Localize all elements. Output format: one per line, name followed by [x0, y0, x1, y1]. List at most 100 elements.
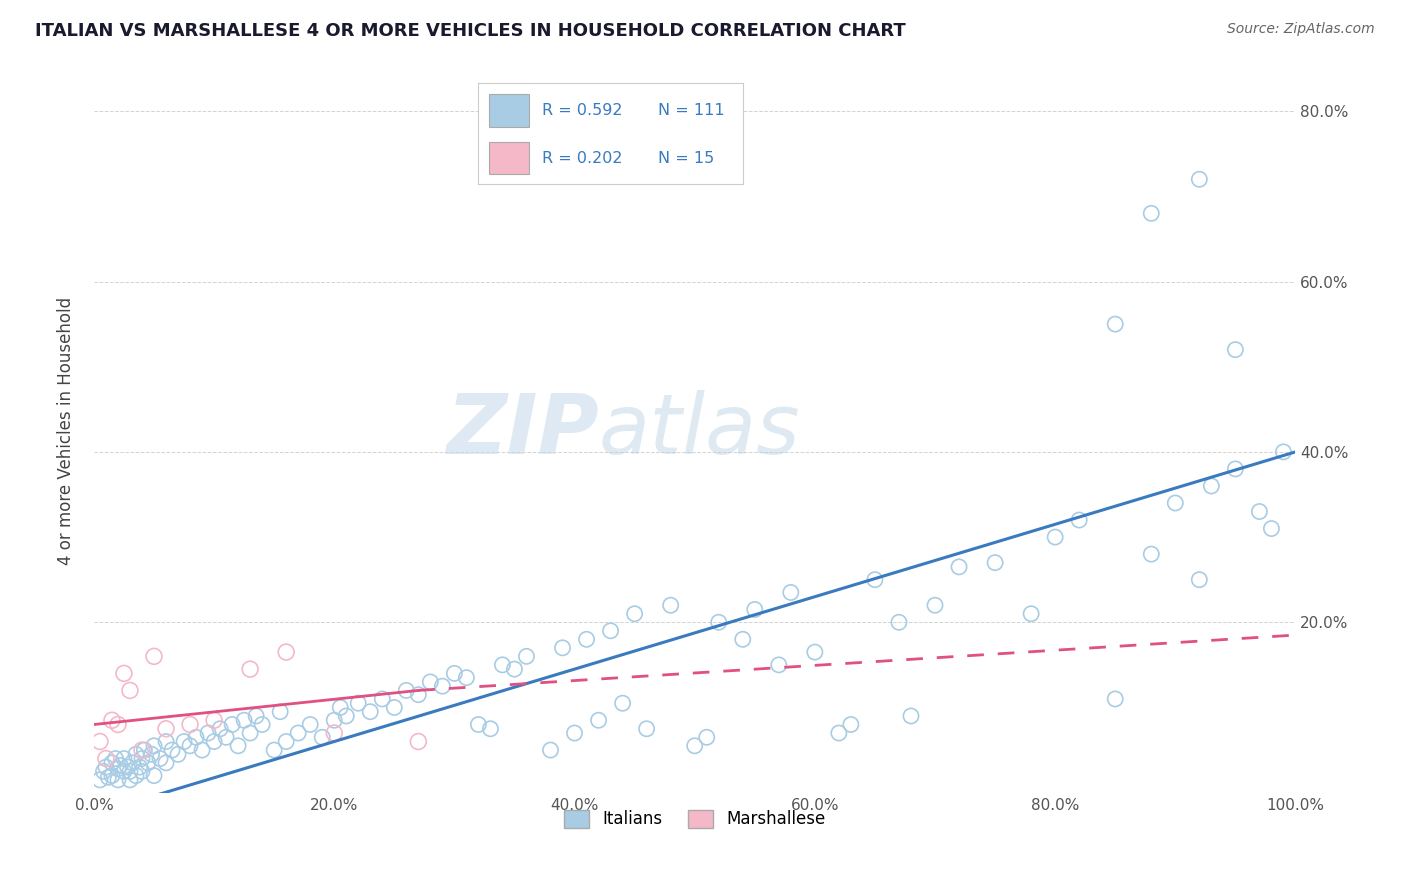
Point: [209, 722, 232, 736]
Point: [160, 743, 183, 757]
Point: [202, 734, 225, 748]
Point: [768, 657, 790, 672]
Point: [112, 751, 135, 765]
Point: [107, 772, 129, 787]
Point: [167, 747, 190, 762]
Legend: Italians, Marshallese: Italians, Marshallese: [558, 803, 832, 835]
Point: [1104, 692, 1126, 706]
Point: [143, 649, 166, 664]
Point: [1225, 462, 1247, 476]
Point: [623, 607, 645, 621]
Y-axis label: 4 or more Vehicles in Household: 4 or more Vehicles in Household: [58, 296, 75, 565]
Point: [1225, 343, 1247, 357]
Point: [245, 709, 267, 723]
Point: [94, 760, 117, 774]
Point: [89, 772, 111, 787]
Point: [184, 731, 207, 745]
Point: [121, 756, 143, 770]
Point: [269, 705, 291, 719]
Point: [323, 713, 346, 727]
Point: [276, 645, 298, 659]
Point: [143, 739, 166, 753]
Point: [89, 734, 111, 748]
Point: [143, 769, 166, 783]
Point: [900, 709, 922, 723]
Point: [202, 713, 225, 727]
Point: [131, 764, 153, 779]
Point: [347, 696, 370, 710]
Point: [491, 657, 513, 672]
Point: [419, 674, 441, 689]
Point: [311, 731, 333, 745]
Point: [599, 624, 621, 638]
Point: [443, 666, 465, 681]
Point: [1019, 607, 1042, 621]
Point: [707, 615, 730, 630]
Point: [107, 762, 129, 776]
Point: [408, 734, 430, 748]
Point: [131, 743, 153, 757]
Point: [263, 743, 285, 757]
Point: [118, 683, 141, 698]
Point: [887, 615, 910, 630]
Point: [551, 640, 574, 655]
Point: [1140, 206, 1163, 220]
Point: [221, 717, 243, 731]
Point: [179, 739, 201, 753]
Text: ZIP: ZIP: [446, 390, 599, 471]
Point: [948, 560, 970, 574]
Point: [101, 756, 124, 770]
Point: [155, 722, 177, 736]
Point: [110, 758, 132, 772]
Point: [287, 726, 309, 740]
Point: [359, 705, 381, 719]
Point: [1272, 445, 1295, 459]
Point: [299, 717, 322, 731]
Point: [276, 734, 298, 748]
Text: Source: ZipAtlas.com: Source: ZipAtlas.com: [1227, 22, 1375, 37]
Point: [128, 760, 150, 774]
Point: [1140, 547, 1163, 561]
Point: [659, 599, 682, 613]
Point: [104, 751, 127, 765]
Point: [1069, 513, 1091, 527]
Point: [141, 747, 163, 762]
Point: [540, 743, 562, 757]
Point: [731, 632, 754, 647]
Point: [503, 662, 526, 676]
Point: [1249, 504, 1271, 518]
Point: [335, 709, 357, 723]
Point: [112, 764, 135, 779]
Point: [828, 726, 851, 740]
Point: [924, 599, 946, 613]
Point: [239, 662, 262, 676]
Point: [683, 739, 706, 753]
Point: [118, 772, 141, 787]
Point: [612, 696, 634, 710]
Point: [636, 722, 658, 736]
Point: [101, 713, 124, 727]
Point: [382, 700, 405, 714]
Point: [250, 717, 273, 731]
Point: [839, 717, 862, 731]
Point: [804, 645, 827, 659]
Point: [239, 726, 262, 740]
Point: [101, 769, 124, 783]
Point: [863, 573, 886, 587]
Point: [155, 756, 177, 770]
Point: [136, 756, 159, 770]
Point: [432, 679, 454, 693]
Point: [779, 585, 801, 599]
Point: [408, 688, 430, 702]
Point: [371, 692, 394, 706]
Point: [97, 770, 120, 784]
Point: [1164, 496, 1187, 510]
Point: [125, 747, 148, 762]
Point: [564, 726, 586, 740]
Point: [191, 743, 214, 757]
Point: [179, 717, 201, 731]
Point: [588, 713, 610, 727]
Point: [125, 769, 148, 783]
Point: [155, 734, 177, 748]
Point: [479, 722, 502, 736]
